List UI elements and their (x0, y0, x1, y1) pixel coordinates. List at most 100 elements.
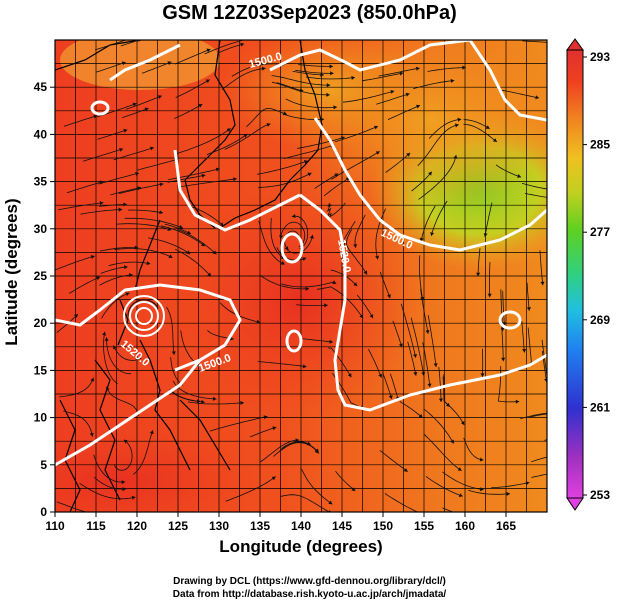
streamline-arrow (129, 273, 133, 278)
streamline (100, 266, 128, 274)
streamline (257, 361, 307, 368)
streamline (177, 178, 237, 188)
streamline (428, 118, 462, 139)
streamline (93, 476, 127, 490)
streamline (259, 274, 310, 290)
streamline-arrow (324, 303, 328, 308)
streamline (423, 433, 462, 472)
streamline-arrow (198, 104, 203, 108)
streamline (95, 40, 128, 51)
streamline (63, 410, 93, 437)
streamline (379, 450, 408, 473)
x-axis-label: Longitude (degrees) (219, 537, 383, 556)
streamline (271, 81, 330, 96)
streamline (106, 386, 140, 416)
streamline (520, 412, 547, 420)
streamline (420, 205, 436, 242)
streamline (425, 476, 463, 497)
y-tick-label: 35 (34, 175, 48, 189)
streamline (271, 75, 331, 86)
streamline (291, 215, 309, 250)
streamline-arrow (271, 476, 276, 481)
y-tick-label: 15 (34, 363, 48, 377)
streamline-arrow (123, 202, 127, 207)
streamline (79, 482, 136, 500)
streamline (491, 482, 530, 488)
streamline-arrow (186, 230, 191, 235)
streamline-arrow (562, 452, 566, 456)
streamline (411, 171, 433, 192)
streamline-arrow (201, 173, 206, 178)
x-tick-label: 165 (496, 519, 516, 533)
streamline (298, 64, 333, 67)
streamline (306, 76, 355, 80)
streamline (174, 103, 203, 119)
streamline-arrow (178, 224, 183, 229)
streamline-arrow (363, 270, 368, 275)
streamline-arrow (131, 495, 136, 500)
streamline-arrow (280, 261, 285, 265)
streamline-arrow (233, 177, 237, 182)
streamline-arrow (291, 214, 296, 219)
streamline-arrow (201, 242, 205, 247)
streamline-arrow (388, 395, 393, 399)
streamline (113, 147, 154, 161)
streamline-arrow (460, 421, 465, 425)
streamline-arrow (540, 281, 545, 286)
streamline (124, 217, 184, 229)
streamline (368, 348, 382, 378)
streamline-arrow (157, 95, 162, 99)
streamline (170, 357, 183, 386)
streamline (257, 172, 312, 188)
streamline-arrow (458, 493, 463, 498)
streamline-arrow (462, 65, 466, 70)
contour-label-3: 1520.0 (335, 238, 353, 273)
streamline-arrow (485, 125, 490, 129)
streamline (418, 154, 457, 200)
streamline-arrow (438, 398, 443, 402)
streamline-arrow (427, 383, 432, 388)
streamline-arrow (74, 314, 78, 318)
streamline (400, 303, 417, 358)
streamline (258, 220, 285, 265)
streamline (422, 342, 431, 388)
streamline-arrow (212, 250, 217, 255)
streamline (178, 229, 217, 255)
streamline (128, 209, 164, 214)
streamline (285, 98, 337, 109)
height-contours (55, 40, 547, 467)
streamline-arrow (219, 222, 224, 227)
credit-data: Data from http://database.rish.kyoto-u.a… (172, 589, 447, 600)
streamline-arrow (375, 151, 380, 155)
streamline (122, 107, 149, 119)
streamline-arrow (403, 468, 408, 472)
streamline-arrow (526, 307, 531, 311)
streamline (301, 338, 333, 343)
streamline-arrow (557, 41, 561, 45)
streamline (430, 200, 448, 237)
streamline (148, 237, 191, 255)
streamline (120, 40, 140, 47)
streamline (209, 416, 268, 432)
streamline-arrow (425, 330, 430, 334)
streamline-arrow (123, 439, 128, 444)
streamline (330, 151, 380, 180)
streamline-arrow (333, 105, 337, 110)
streamline (384, 493, 419, 512)
colorbar: 293 285 277 269 261 253 (566, 38, 610, 511)
streamline-arrow (144, 107, 149, 112)
streamline-arrow (119, 147, 124, 152)
streamline-arrow (548, 391, 552, 395)
streamline-arrow (353, 244, 358, 248)
streamline (541, 339, 547, 379)
streamline-arrow (135, 171, 139, 176)
streamline-arrow (132, 102, 137, 107)
streamline-arrow (256, 319, 261, 324)
streamline (495, 164, 522, 178)
streamline-arrow (240, 42, 245, 47)
streamline-arrow (469, 515, 473, 519)
streamline (114, 248, 173, 258)
colorbar-tick-label: 277 (590, 225, 610, 239)
streamline (80, 209, 123, 215)
streamline-arrow (418, 413, 423, 418)
